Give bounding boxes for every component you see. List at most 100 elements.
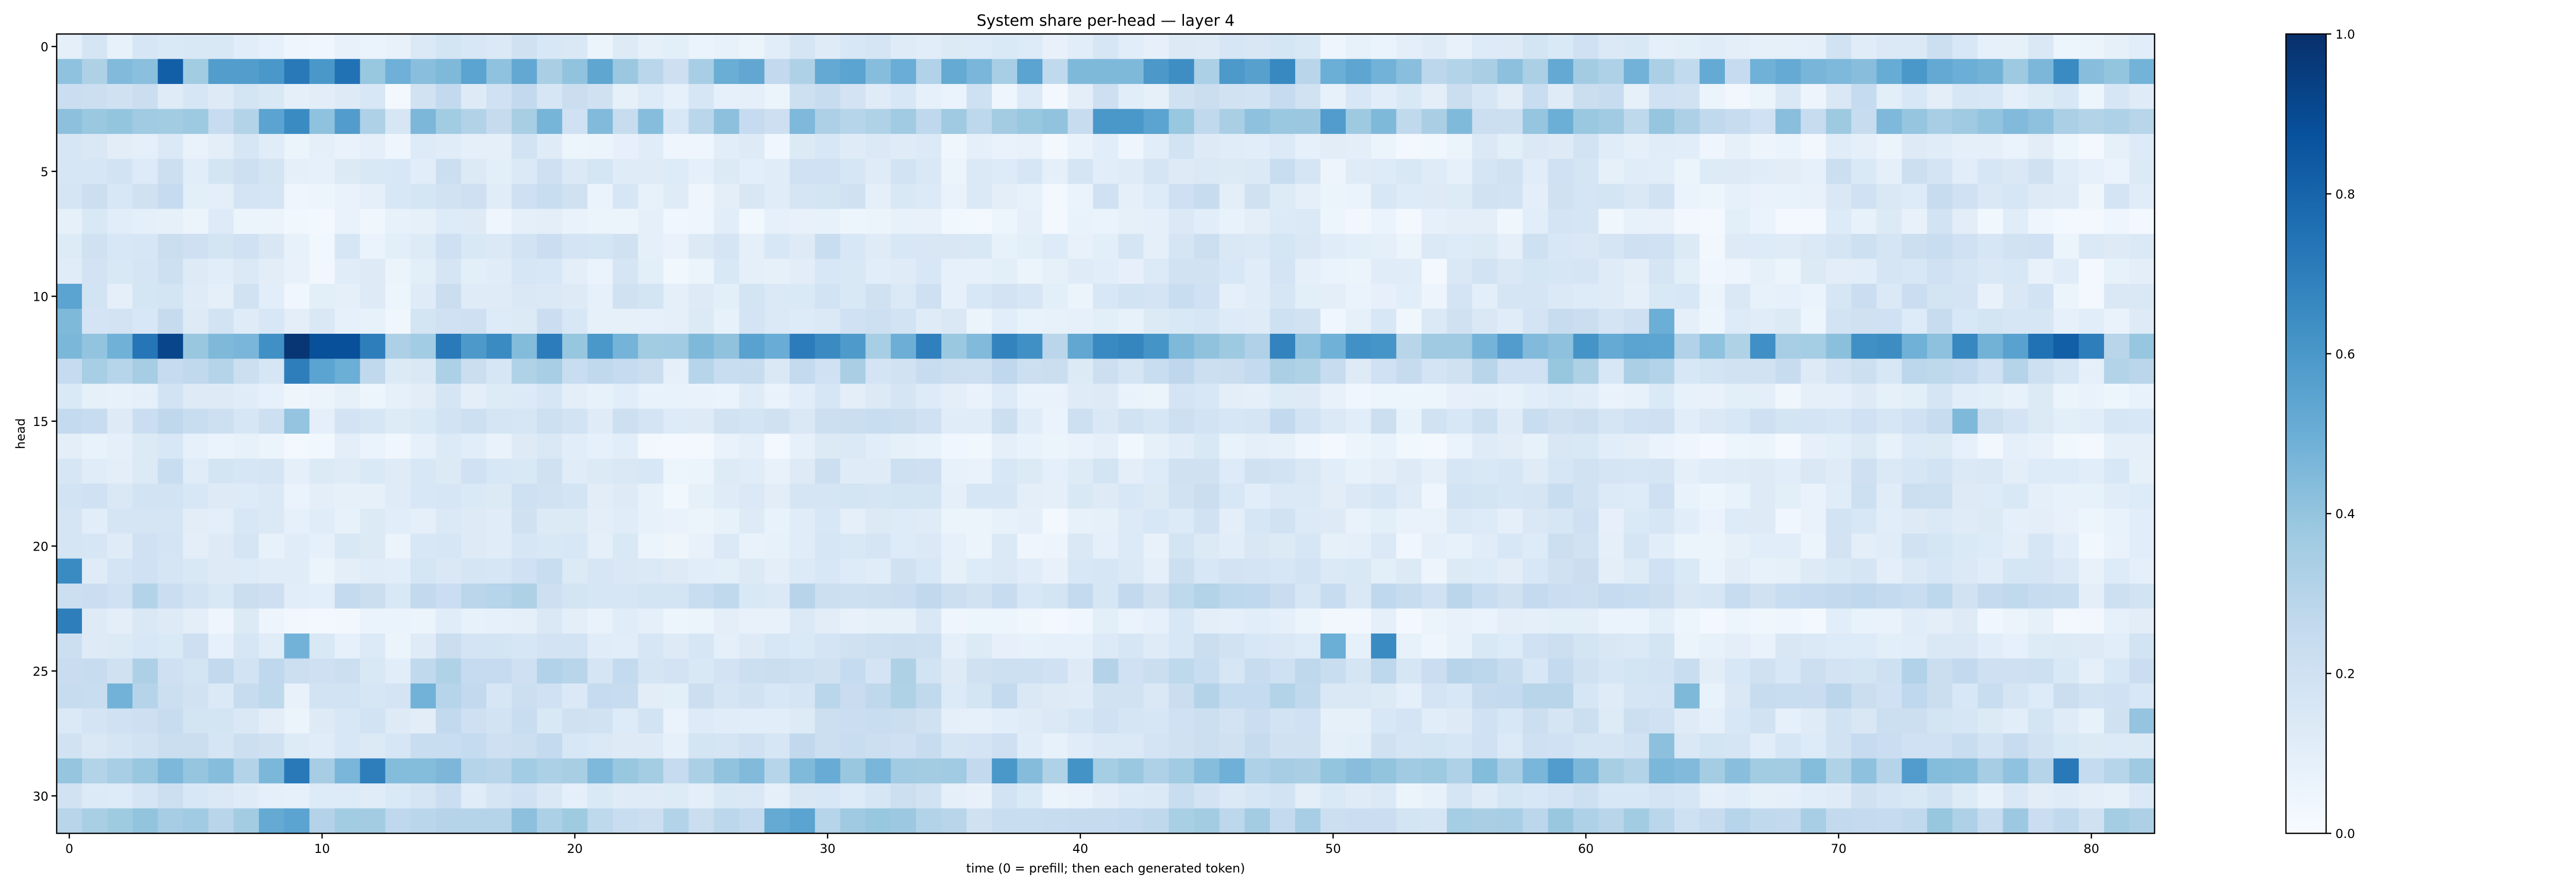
- heatmap-cell: [1573, 134, 1599, 160]
- heatmap-cell: [613, 334, 638, 360]
- heatmap-cell: [435, 109, 462, 134]
- heatmap-cell: [1295, 159, 1321, 184]
- heatmap-cell: [1295, 434, 1321, 459]
- heatmap-cell: [461, 209, 487, 234]
- heatmap-cell: [1851, 284, 1877, 310]
- heatmap-cell: [1750, 284, 1776, 310]
- heatmap-cell: [461, 84, 487, 110]
- y-tick-label: 25: [32, 664, 48, 679]
- heatmap-cell: [537, 658, 563, 684]
- heatmap-cell: [2028, 658, 2054, 684]
- heatmap-cell: [1017, 159, 1043, 184]
- heatmap-cell: [815, 209, 841, 234]
- heatmap-cell: [941, 658, 967, 684]
- heatmap-cell: [1472, 658, 1498, 684]
- heatmap-cell: [1573, 458, 1599, 484]
- heatmap-cell: [1219, 184, 1245, 210]
- heatmap-cell: [2078, 34, 2105, 60]
- heatmap-cell: [1295, 134, 1321, 160]
- heatmap-cell: [284, 259, 310, 284]
- heatmap-cell: [916, 284, 942, 310]
- heatmap-cell: [1168, 634, 1195, 659]
- heatmap-cell: [1750, 758, 1776, 784]
- heatmap-cell: [1598, 284, 1624, 310]
- heatmap-cell: [1927, 59, 1953, 84]
- heatmap-cell: [512, 758, 537, 784]
- heatmap-cell: [259, 733, 285, 759]
- heatmap-cell: [82, 458, 108, 484]
- heatmap-cell: [992, 783, 1018, 809]
- heatmap-cell: [1320, 758, 1346, 784]
- heatmap-cell: [815, 534, 841, 559]
- heatmap-cell: [587, 484, 613, 509]
- heatmap-cell: [815, 783, 841, 809]
- heatmap-cell: [1598, 634, 1624, 659]
- heatmap-cell: [1876, 184, 1902, 210]
- heatmap-cell: [1093, 558, 1119, 584]
- heatmap-cell: [309, 508, 335, 534]
- heatmap-cell: [916, 184, 942, 210]
- heatmap-cell: [233, 634, 260, 659]
- heatmap-cell: [1244, 458, 1270, 484]
- heatmap-cell: [57, 234, 82, 260]
- heatmap-cell: [284, 458, 310, 484]
- heatmap-cell: [714, 434, 740, 459]
- heatmap-cell: [587, 683, 613, 709]
- heatmap-cell: [385, 184, 411, 210]
- heatmap-cell: [537, 408, 563, 434]
- heatmap-cell: [1623, 683, 1650, 709]
- heatmap-cell: [1194, 534, 1220, 559]
- heatmap-cell: [1295, 508, 1321, 534]
- heatmap-cell: [1346, 758, 1371, 784]
- heatmap-cell: [613, 209, 638, 234]
- heatmap-cell: [284, 334, 310, 360]
- heatmap-cell: [789, 209, 816, 234]
- heatmap-cell: [82, 408, 108, 434]
- heatmap-cell: [1851, 758, 1877, 784]
- heatmap-cell: [1977, 384, 2004, 409]
- heatmap-cell: [132, 84, 158, 110]
- heatmap-cell: [562, 34, 588, 60]
- heatmap-cell: [1447, 358, 1472, 384]
- heatmap-cell: [562, 558, 588, 584]
- heatmap-cell: [890, 408, 917, 434]
- heatmap-cell: [1244, 733, 1270, 759]
- heatmap-cell: [992, 334, 1018, 360]
- heatmap-cell: [1674, 384, 1700, 409]
- heatmap-cell: [107, 584, 133, 609]
- heatmap-cell: [461, 683, 487, 709]
- heatmap-cell: [2078, 658, 2105, 684]
- heatmap-cell: [410, 658, 436, 684]
- heatmap-cell: [1295, 408, 1321, 434]
- heatmap-cell: [537, 234, 563, 260]
- heatmap-cell: [1548, 184, 1574, 210]
- heatmap-cell: [1219, 484, 1245, 509]
- heatmap-cell: [2028, 134, 2054, 160]
- heatmap-cell: [815, 84, 841, 110]
- heatmap-cell: [688, 334, 715, 360]
- heatmap-cell: [562, 358, 588, 384]
- heatmap-cell: [1522, 334, 1549, 360]
- heatmap-cell: [663, 434, 689, 459]
- heatmap-cell: [1017, 808, 1043, 834]
- heatmap-cell: [1775, 683, 1801, 709]
- heatmap-cell: [1497, 109, 1523, 134]
- heatmap-cell: [1522, 484, 1549, 509]
- heatmap-cell: [360, 259, 386, 284]
- heatmap-cell: [1724, 59, 1751, 84]
- heatmap-cell: [1320, 59, 1346, 84]
- heatmap-cell: [512, 209, 537, 234]
- heatmap-cell: [1548, 134, 1574, 160]
- heatmap-cell: [2129, 683, 2155, 709]
- heatmap-cell: [789, 384, 816, 409]
- heatmap-cell: [208, 59, 234, 84]
- heatmap-cell: [1724, 658, 1751, 684]
- heatmap-cell: [1927, 608, 1953, 634]
- heatmap-cell: [1244, 259, 1270, 284]
- heatmap-cell: [2003, 484, 2029, 509]
- heatmap-cell: [840, 334, 866, 360]
- heatmap-cell: [613, 159, 638, 184]
- heatmap-cell: [2129, 134, 2155, 160]
- heatmap-cell: [1977, 259, 2004, 284]
- heatmap-cell: [537, 334, 563, 360]
